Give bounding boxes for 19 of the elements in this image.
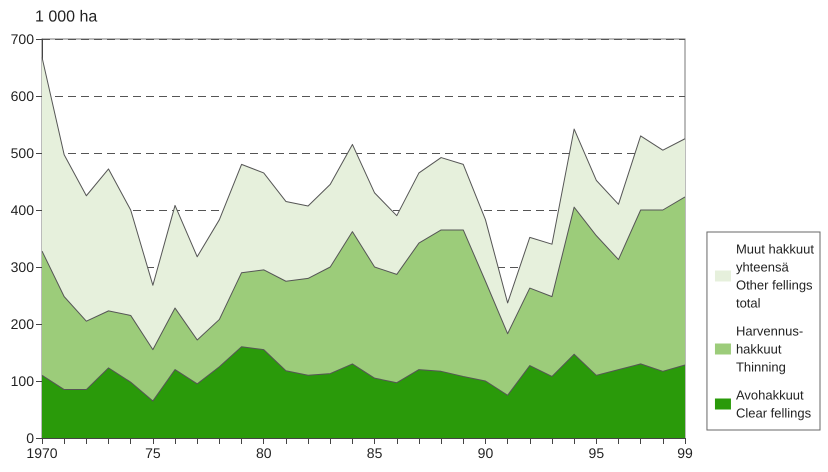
y-tick-label: 200	[10, 316, 34, 332]
x-tick-label: 95	[588, 445, 604, 461]
x-tick-label: 80	[256, 445, 272, 461]
y-tick-label: 400	[10, 202, 34, 218]
legend-label: Harvennus- hakkuut Thinning	[736, 324, 804, 374]
x-tick-label: 90	[478, 445, 494, 461]
y-tick-label: 300	[10, 259, 34, 275]
x-tick-label: 1970	[26, 445, 58, 461]
y-tick-label: 500	[10, 145, 34, 161]
y-tick-label: 100	[10, 373, 34, 389]
y-axis-title: 1 000 ha	[35, 8, 98, 26]
x-tick-label: 85	[366, 445, 383, 461]
y-tick-label: 0	[26, 430, 34, 446]
legend-label: Avohakkuut Clear fellings	[736, 388, 812, 420]
legend-label: Muut hakkuut yhteensä Other fellings total	[736, 242, 814, 310]
x-tick-label: 99	[677, 445, 693, 461]
y-tick-label: 600	[10, 88, 34, 104]
y-tick-label: 700	[10, 31, 34, 47]
x-tick-label: 75	[145, 445, 161, 461]
